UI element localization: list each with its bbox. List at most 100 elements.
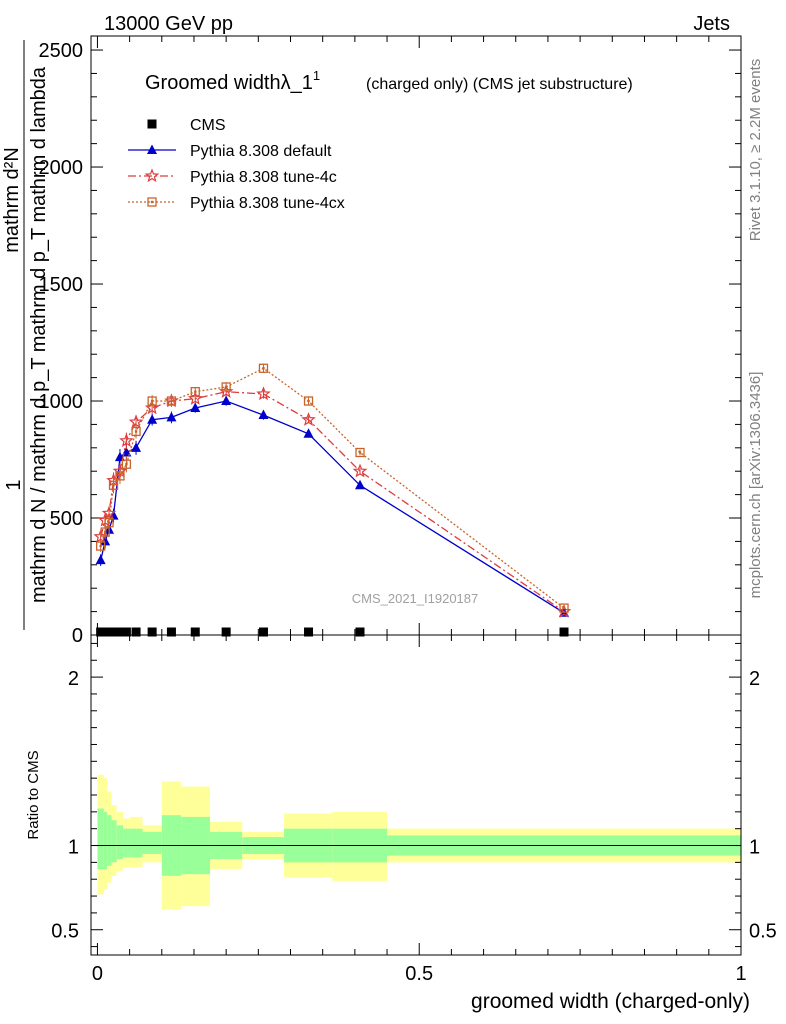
data-point-dot (118, 474, 122, 478)
ratio-bands (97, 774, 741, 910)
series-0 (96, 627, 569, 637)
header-right: Jets (693, 13, 730, 35)
data-point (301, 412, 316, 426)
data-point (95, 554, 106, 565)
ratio-band-inner (103, 811, 108, 870)
data-point (303, 396, 314, 406)
data-point-dot (125, 462, 128, 466)
xtick-label: 0 (92, 963, 103, 985)
data-point (147, 414, 158, 424)
series-line (100, 391, 565, 613)
main-title-sup: 1 (313, 68, 320, 83)
data-point (119, 433, 134, 447)
main-title: Groomed widthλ_11 (145, 68, 320, 94)
ratio-band-inner (142, 832, 162, 854)
data-point (221, 395, 232, 406)
xtick-label: 1 (735, 963, 746, 985)
data-point (166, 396, 177, 406)
data-point (121, 459, 132, 469)
ratio-ytick-label-right: 0.5 (749, 921, 777, 943)
series-2 (93, 384, 572, 618)
series-line (100, 400, 565, 614)
legend-label: Pythia 8.308 tune-4c (190, 169, 337, 186)
ratio-band-inner (111, 820, 117, 863)
data-point (121, 627, 131, 637)
series-1 (95, 395, 570, 617)
ratio-ylabel: Ratio to CMS (25, 750, 42, 839)
data-point-dot (99, 544, 102, 548)
main-series (93, 363, 572, 637)
data-point (131, 442, 142, 452)
data-point (355, 447, 365, 458)
data-point (108, 480, 119, 490)
data-point (221, 382, 231, 392)
data-point (258, 627, 268, 637)
watermark: CMS_2021_I1920187 (352, 591, 479, 606)
data-point-dot (358, 451, 362, 454)
data-point (147, 396, 157, 406)
data-point (96, 541, 106, 551)
ratio-band-inner (116, 825, 124, 859)
legend: CMS Pythia 8.308 default Pythia 8.308 tune… (128, 117, 345, 212)
main-ytick-label: 0 (72, 625, 83, 647)
data-point (144, 400, 160, 415)
data-point (109, 627, 119, 637)
xtick-label: 0.5 (405, 963, 433, 985)
ratio-ytick-label-right: 1 (749, 837, 760, 859)
main-ytick-label: 2000 (39, 157, 84, 179)
legend-entry: Pythia 8.308 tune-4cx (128, 195, 345, 212)
data-point (100, 535, 111, 546)
data-point (131, 426, 141, 437)
data-point (190, 627, 200, 637)
data-point-dot (194, 390, 197, 393)
legend-marker (147, 119, 157, 129)
data-point (187, 391, 203, 405)
legend-marker (147, 197, 157, 207)
legend-marker (144, 168, 160, 183)
data-point (303, 428, 314, 438)
data-point-dot (112, 484, 115, 487)
main-title-text: Groomed widthλ_1 (145, 72, 313, 94)
legend-entry: CMS (147, 117, 226, 134)
series-3 (96, 363, 569, 613)
series-line (100, 367, 565, 609)
ratio-ytick-label: 1 (68, 837, 79, 859)
data-point-dot (107, 521, 111, 524)
main-ytick-label: 1000 (39, 391, 84, 413)
data-point (190, 387, 200, 397)
data-point (104, 518, 114, 528)
data-point (104, 627, 114, 637)
mcplots-label: mcplots.cern.ch [arXiv:1306.3436] (747, 372, 764, 599)
main-ytick-label: 2500 (39, 40, 84, 62)
legend-label: CMS (190, 117, 226, 134)
legend-label: Pythia 8.308 tune-4cx (190, 195, 345, 212)
data-point-dot (562, 606, 566, 610)
data-point (256, 386, 271, 401)
ratio-ytick-label-right: 2 (749, 668, 760, 690)
data-point-dot (170, 399, 173, 403)
data-point (258, 409, 269, 420)
ratio-band-inner (129, 828, 143, 858)
data-point-dot (150, 399, 154, 403)
ratio-ytick-labels: 0.5 0.5 1 1 2 2 (51, 668, 777, 943)
main-ytick-label: 500 (50, 508, 83, 530)
xlabel: groomed width (charged-only) (471, 990, 750, 1013)
main-panel: 0 500 1000 1500 2000 2500 Groomed widthλ_11 (… (39, 35, 742, 647)
ylabel-top: mathrm d²N (1, 147, 23, 253)
data-point (190, 402, 201, 413)
legend-label: Pythia 8.308 default (190, 143, 332, 160)
data-point (258, 363, 269, 373)
data-point (352, 463, 368, 478)
legend-marker-dot (150, 200, 154, 204)
data-point (100, 527, 110, 537)
data-point (355, 479, 366, 490)
data-point-dot (224, 385, 228, 389)
data-point (221, 627, 231, 637)
legend-marker (147, 144, 157, 154)
data-point (166, 411, 177, 422)
data-point (559, 627, 569, 637)
ratio-ticks (91, 635, 742, 955)
legend-entry: Pythia 8.308 default (128, 143, 332, 160)
data-point (131, 627, 141, 637)
main-ticks (91, 36, 742, 636)
